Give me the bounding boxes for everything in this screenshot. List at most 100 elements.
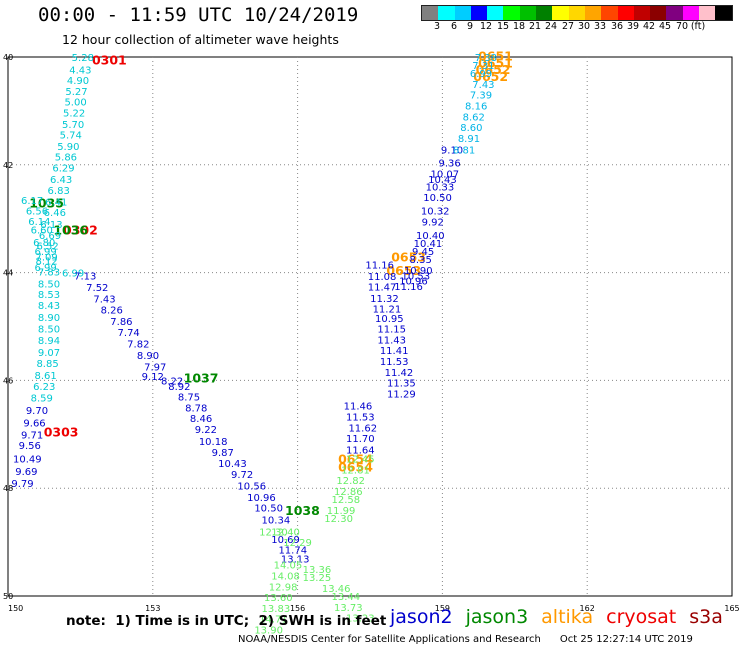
wave-height-value: 14.71: [259, 615, 288, 626]
pass-number-label: 0654: [338, 460, 373, 475]
y-tick-label: 40: [3, 53, 13, 62]
wave-height-value: 10.07: [430, 169, 459, 180]
wave-height-value: 9.56: [19, 441, 41, 452]
wave-height-value: 12.58: [332, 495, 361, 506]
wave-height-value: 11.42: [385, 368, 414, 379]
footer-credit: NOAA/NESDIS Center for Satellite Applica…: [238, 634, 693, 645]
wave-height-value: 6.23: [33, 382, 55, 393]
y-tick-label: 46: [3, 376, 13, 385]
wave-height-value: 8.85: [36, 359, 58, 370]
wave-height-value: 7.09: [35, 252, 57, 263]
wave-height-value: 6.83: [48, 186, 70, 197]
wave-height-value: 7.52: [86, 283, 108, 294]
wave-height-value: 7.86: [110, 317, 132, 328]
pass-number-label: 1038: [285, 503, 320, 518]
wave-height-value: 8.12: [35, 257, 57, 268]
y-tick-label: 42: [3, 161, 13, 170]
wave-height-value: 6.56: [26, 207, 48, 218]
chart-note: note: 1) Time is in UTC; 2) SWH is in fe…: [66, 613, 387, 629]
wave-height-value: 11.16: [394, 282, 423, 293]
wave-height-value: 8.92: [168, 382, 190, 393]
wave-height-value: 10.33: [426, 182, 455, 193]
wave-height-value: 10.49: [13, 455, 42, 466]
pass-number-label: 1036: [53, 222, 88, 237]
scale-swatch: [699, 6, 716, 20]
wave-height-value: 8.50: [38, 279, 60, 290]
wave-height-value: 8.35: [410, 255, 432, 266]
plot-frame: [7, 56, 733, 597]
wave-height-value: 9.07: [38, 348, 60, 359]
wave-height-value: 10.69: [271, 535, 300, 546]
wave-height-value: 10.32: [421, 207, 450, 218]
pass-number-label: 0302: [63, 222, 98, 237]
wave-height-value: 12.45: [346, 455, 375, 466]
wave-height-value: 11.35: [387, 379, 416, 390]
x-tick-label: 150: [8, 604, 23, 613]
wave-height-value: 9.22: [195, 425, 217, 436]
scale-swatch: [422, 6, 439, 20]
wave-height-value: 5.86: [55, 153, 77, 164]
wave-height-value: 10.43: [428, 175, 457, 186]
wave-height-value: 6.99: [470, 69, 492, 80]
scale-label: 27: [561, 21, 575, 32]
scale-label: 36: [610, 21, 624, 32]
legend-item-jason2: jason2: [390, 606, 453, 628]
wave-height-value: 10.41: [414, 239, 443, 250]
wave-height-value: 7.83: [38, 268, 60, 279]
wave-height-value: 7.13: [74, 271, 96, 282]
scale-label: 12: [479, 21, 493, 32]
wave-height-value: 13.90: [254, 625, 283, 636]
page-title: 00:00 - 11:59 UTC 10/24/2019: [38, 4, 359, 26]
wave-height-value: 7.38: [475, 53, 497, 64]
wave-height-value: 8.61: [35, 371, 57, 382]
wave-height-value: 7.43: [93, 294, 115, 305]
wave-height-value: 6.43: [50, 175, 72, 186]
legend-item-cryosat: cryosat: [606, 606, 677, 628]
scale-swatch: [666, 6, 683, 20]
wave-height-value: 13.44: [332, 592, 361, 603]
scale-swatch: [487, 6, 504, 20]
scale-swatch: [536, 6, 553, 20]
wave-height-value: 4.43: [69, 65, 91, 76]
scale-label: 33: [593, 21, 607, 32]
scale-swatch: [715, 6, 732, 20]
wave-height-value: 8.78: [185, 403, 207, 414]
scale-label: 24: [544, 21, 558, 32]
wave-height-value: 11.47: [368, 283, 397, 294]
wave-height-value: 4.90: [67, 76, 89, 87]
wave-height-value: 7.31: [472, 61, 494, 72]
wave-height-value: 11.32: [370, 294, 399, 305]
wave-height-value: 12.81: [341, 465, 370, 476]
wave-height-value: 12.40: [271, 527, 300, 538]
wave-height-value: 5.70: [62, 120, 84, 131]
wave-height-value: 8.59: [31, 394, 53, 405]
wave-height-value: 6.99: [62, 269, 84, 280]
wave-height-value: 10.96: [399, 277, 428, 288]
wave-height-value: 10.53: [402, 271, 431, 282]
wave-height-value: 6.17: [21, 196, 43, 207]
wave-height-value: 11.46: [344, 402, 373, 413]
wave-height-value: 7.74: [118, 328, 140, 339]
wave-height-value: 12.86: [334, 487, 363, 498]
satellite-legend: jason2 jason3 altika cryosat s3a: [390, 606, 736, 628]
wave-height-value: 10.50: [423, 193, 452, 204]
scale-swatch: [633, 6, 651, 20]
wave-height-value: 8.16: [465, 102, 487, 113]
wave-height-value: 13.83: [262, 604, 291, 615]
wave-height-value: 6.41: [45, 197, 67, 208]
wave-height-value: 10.95: [375, 314, 404, 325]
wave-height-value: 9.72: [231, 470, 253, 481]
wave-height-value: 6.60: [31, 225, 53, 236]
wave-height-value: 9.71: [21, 430, 43, 441]
wave-height-value: 7.43: [472, 80, 494, 91]
wave-height-value: 10.90: [404, 266, 433, 277]
scale-label: (ft): [690, 21, 706, 32]
wave-height-value: 13.46: [322, 584, 351, 595]
y-tick-label: 48: [3, 484, 13, 493]
wave-height-value: 8.26: [101, 305, 123, 316]
wave-height-value: 12.30: [324, 514, 353, 525]
wave-height-value: 10.96: [247, 493, 276, 504]
wave-height-value: 10.56: [237, 482, 266, 493]
wave-height-value: 8.91: [458, 134, 480, 145]
